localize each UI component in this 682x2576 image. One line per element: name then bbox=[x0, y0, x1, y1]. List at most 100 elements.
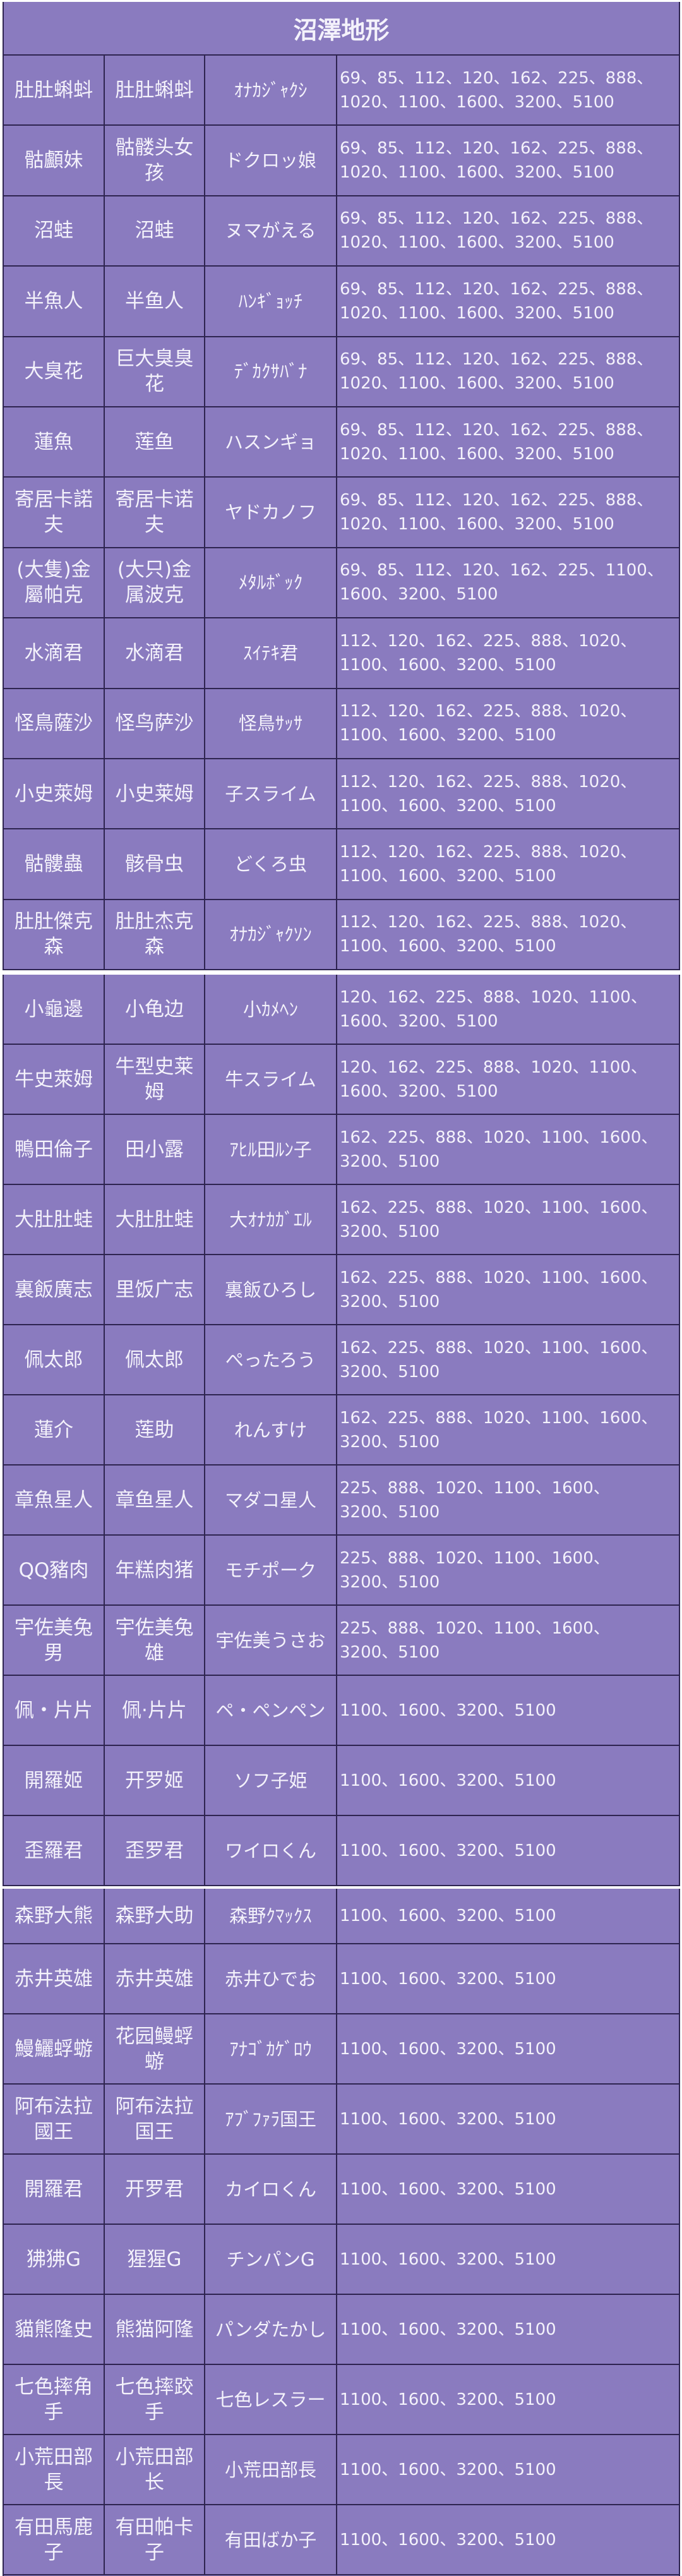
name-traditional-cell: 宇佐美兔男 bbox=[4, 1606, 105, 1675]
name-simplified-cell: 莲鱼 bbox=[105, 407, 205, 477]
table-row: 怪鳥薩沙 怪鸟萨沙 怪鳥ｻｯｻ 112、120、162、225、888、1020、11… bbox=[4, 689, 679, 759]
levels-cell: 1100、1600、3200、5100 bbox=[340, 1841, 556, 1860]
table-row: 蓮魚 莲鱼 ハスンギョ 69、85、112、120、162、225、888、1020、… bbox=[4, 407, 679, 478]
name-simplified-cell: 有田帕卡子 bbox=[105, 2505, 205, 2574]
table-row: 歪羅君 歪罗君 ワイロくん 1100、1600、3200、5100 bbox=[4, 1816, 679, 1886]
levels-cell: 1100、1600、3200、5100 bbox=[340, 2320, 556, 2339]
name-simplified-cell: 佩·片片 bbox=[105, 1676, 205, 1745]
name-simplified-cell: 骸骨虫 bbox=[105, 829, 205, 899]
name-traditional-cell: 小史萊姆 bbox=[4, 759, 105, 829]
name-japanese-cell: 七色レスラー bbox=[205, 2365, 337, 2434]
name-simplified-cell: 牛型史莱姆 bbox=[105, 1045, 205, 1114]
name-simplified-cell: 寄居卡诺夫 bbox=[105, 478, 205, 547]
name-simplified-cell: 开罗君 bbox=[105, 2155, 205, 2224]
table-row: 小荒田部長 小荒田部长 小荒田部長 1100、1600、3200、5100 bbox=[4, 2435, 679, 2505]
table-section-1: 沼澤地形 肚肚蝌蚪 肚肚蝌蚪 ｵﾅｶｼﾞｬｸｼ 69、85、112、120、162、2… bbox=[3, 2, 680, 971]
name-japanese-cell: 裏飯ひろし bbox=[205, 1255, 337, 1324]
name-simplified-cell: 小龟边 bbox=[105, 975, 205, 1044]
table-row: 大臭花 巨大臭臭花 ﾃﾞｶｸｻﾊﾞﾅ 69、85、112、120、162、225、88… bbox=[4, 337, 679, 407]
table-row: 蓮介 莲助 れんすけ 162、225、888、1020、1100、1600、3200、… bbox=[4, 1395, 679, 1466]
levels-cell: 1100、1600、3200、5100 bbox=[340, 2249, 556, 2269]
levels-cell: 225、888、1020、1100、1600、3200、5100 bbox=[340, 1618, 610, 1662]
levels-cell: 162、225、888、1020、1100、1600、3200、5100 bbox=[340, 1338, 658, 1381]
name-japanese-cell: ヤドカノフ bbox=[205, 478, 337, 547]
name-traditional-cell: 章魚星人 bbox=[4, 1466, 105, 1534]
levels-cell: 69、85、112、120、162、225、888、1020、1100、1600… bbox=[340, 139, 654, 183]
name-japanese-cell: 牛スライム bbox=[205, 1045, 337, 1114]
table-row: 赤井英雄 赤井英雄 赤井ひでお 1100、1600、3200、5100 bbox=[4, 1944, 679, 2014]
name-traditional-cell: 歪羅君 bbox=[4, 1816, 105, 1885]
name-traditional-cell: 貓熊隆史 bbox=[4, 2295, 105, 2364]
levels-cell: 112、120、162、225、888、1020、1100、1600、3200、… bbox=[340, 772, 637, 816]
name-japanese-cell: 有田ばか子 bbox=[205, 2505, 337, 2574]
name-simplified-cell: 开罗姬 bbox=[105, 1746, 205, 1815]
table-row: 阿布法拉國王 阿布法拉国王 ｱﾌﾞﾌｧﾗ国王 1100、1600、3200、5100 bbox=[4, 2085, 679, 2155]
table-row: 裏飯廣志 里饭广志 裏飯ひろし 162、225、888、1020、1100、1600、… bbox=[4, 1255, 679, 1325]
name-japanese-cell: 小荒田部長 bbox=[205, 2435, 337, 2504]
name-japanese-cell: マダコ星人 bbox=[205, 1466, 337, 1534]
name-simplified-cell: 里饭广志 bbox=[105, 1255, 205, 1324]
levels-cell: 1100、1600、3200、5100 bbox=[340, 2530, 556, 2549]
table-row: 佩太郎 佩太郎 ぺったろう 162、225、888、1020、1100、1600、32… bbox=[4, 1325, 679, 1395]
name-japanese-cell: ﾃﾞｶｸｻﾊﾞﾅ bbox=[205, 337, 337, 406]
name-japanese-cell: ソフ子姫 bbox=[205, 1746, 337, 1815]
table-row: 肚肚蝌蚪 肚肚蝌蚪 ｵﾅｶｼﾞｬｸｼ 69、85、112、120、162、225、88… bbox=[4, 56, 679, 126]
table-row: 寄居卡諾夫 寄居卡诺夫 ヤドカノフ 69、85、112、120、162、225、888… bbox=[4, 478, 679, 548]
levels-cell: 1100、1600、3200、5100 bbox=[340, 1969, 556, 1989]
levels-cell: 112、120、162、225、888、1020、1100、1600、3200、… bbox=[340, 631, 637, 675]
name-japanese-cell: ヌマがえる bbox=[205, 196, 337, 266]
name-traditional-cell: 佩太郎 bbox=[4, 1325, 105, 1394]
name-simplified-cell: 肚肚蝌蚪 bbox=[105, 56, 205, 125]
table-row: 七色摔角手 七色摔跤手 七色レスラー 1100、1600、3200、5100 bbox=[4, 2365, 679, 2435]
table-row: 狒狒G 猩猩G チンパンG 1100、1600、3200、5100 bbox=[4, 2225, 679, 2295]
table-row: 小龜邊 小龟边 小ｶﾒﾍﾝ 120、162、225、888、1020、1100、160… bbox=[4, 975, 679, 1045]
name-traditional-cell: 佩・片片 bbox=[4, 1676, 105, 1745]
name-traditional-cell: 肚肚傑克森 bbox=[4, 900, 105, 970]
levels-cell: 69、85、112、120、162、225、888、1020、1100、1600… bbox=[340, 491, 654, 534]
name-simplified-cell: 大肚肚蛙 bbox=[105, 1185, 205, 1254]
table-row: 森野大熊 森野大助 森野ｸﾏｯｸｽ 1100、1600、3200、5100 bbox=[4, 1889, 679, 1944]
name-japanese-cell: ﾒﾀﾙﾎﾞｯｸ bbox=[205, 548, 337, 618]
name-traditional-cell: 半魚人 bbox=[4, 267, 105, 336]
levels-cell: 1100、1600、3200、5100 bbox=[340, 1906, 556, 1925]
name-simplified-cell: 佩太郎 bbox=[105, 1325, 205, 1394]
table-row: QQ豬肉 年糕肉猪 モチポーク 225、888、1020、1100、1600、3200… bbox=[4, 1536, 679, 1606]
name-simplified-cell: 阿布法拉国王 bbox=[105, 2085, 205, 2153]
table-row: 開羅君 开罗君 カイロくん 1100、1600、3200、5100 bbox=[4, 2155, 679, 2225]
name-simplified-cell: 熊猫阿隆 bbox=[105, 2295, 205, 2364]
name-simplified-cell: 森野大助 bbox=[105, 1889, 205, 1943]
levels-cell: 162、225、888、1020、1100、1600、3200、5100 bbox=[340, 1198, 658, 1241]
name-traditional-cell: 小荒田部長 bbox=[4, 2435, 105, 2504]
table-row: 鰻鱺蜉蝣 花园鳗蜉蝣 ｱﾅｺﾞｶｹﾞﾛｳ 1100、1600、3200、5100 bbox=[4, 2014, 679, 2085]
name-simplified-cell: 章鱼星人 bbox=[105, 1466, 205, 1534]
levels-cell: 120、162、225、888、1020、1100、1600、3200、5100 bbox=[340, 987, 647, 1031]
name-japanese-cell: ｱﾌﾞﾌｧﾗ国王 bbox=[205, 2085, 337, 2153]
name-traditional-cell: (大隻)金屬帕克 bbox=[4, 548, 105, 618]
levels-cell: 1100、1600、3200、5100 bbox=[340, 2179, 556, 2199]
name-traditional-cell: 骷顱妹 bbox=[4, 126, 105, 195]
name-traditional-cell: 小龜邊 bbox=[4, 975, 105, 1044]
name-japanese-cell: チンパンG bbox=[205, 2225, 337, 2294]
levels-cell: 120、162、225、888、1020、1100、1600、3200、5100 bbox=[340, 1057, 647, 1101]
name-japanese-cell: ｱﾋﾙ田ﾙﾝ子 bbox=[205, 1115, 337, 1184]
name-japanese-cell: カイロくん bbox=[205, 2155, 337, 2224]
name-simplified-cell: 莲助 bbox=[105, 1395, 205, 1464]
levels-cell: 112、120、162、225、888、1020、1100、1600、3200、… bbox=[340, 913, 637, 956]
levels-cell: 69、85、112、120、162、225、888、1020、1100、1600… bbox=[340, 350, 654, 394]
name-japanese-cell: 宇佐美うさお bbox=[205, 1606, 337, 1675]
name-simplified-cell: 骷髅头女孩 bbox=[105, 126, 205, 195]
name-simplified-cell: 花园鳗蜉蝣 bbox=[105, 2014, 205, 2083]
name-japanese-cell: ハスンギョ bbox=[205, 407, 337, 477]
name-traditional-cell: 赤井英雄 bbox=[4, 1944, 105, 2013]
table-row: 骷顱妹 骷髅头女孩 ドクロッ娘 69、85、112、120、162、225、888、1… bbox=[4, 126, 679, 196]
name-traditional-cell: QQ豬肉 bbox=[4, 1536, 105, 1604]
name-japanese-cell: ぺったろう bbox=[205, 1325, 337, 1394]
table-row: 有田馬鹿子 有田帕卡子 有田ばか子 1100、1600、3200、5100 bbox=[4, 2505, 679, 2575]
levels-cell: 162、225、888、1020、1100、1600、3200、5100 bbox=[340, 1128, 658, 1171]
name-simplified-cell: (大只)金属波克 bbox=[105, 548, 205, 618]
name-japanese-cell: ワイロくん bbox=[205, 1816, 337, 1885]
levels-cell: 225、888、1020、1100、1600、3200、5100 bbox=[340, 1548, 610, 1592]
table-row: 鴨田倫子 田小露 ｱﾋﾙ田ﾙﾝ子 162、225、888、1020、1100、1600… bbox=[4, 1115, 679, 1185]
name-japanese-cell: 大ｵﾅｶｶﾞｴﾙ bbox=[205, 1185, 337, 1254]
name-simplified-cell: 赤井英雄 bbox=[105, 1944, 205, 2013]
